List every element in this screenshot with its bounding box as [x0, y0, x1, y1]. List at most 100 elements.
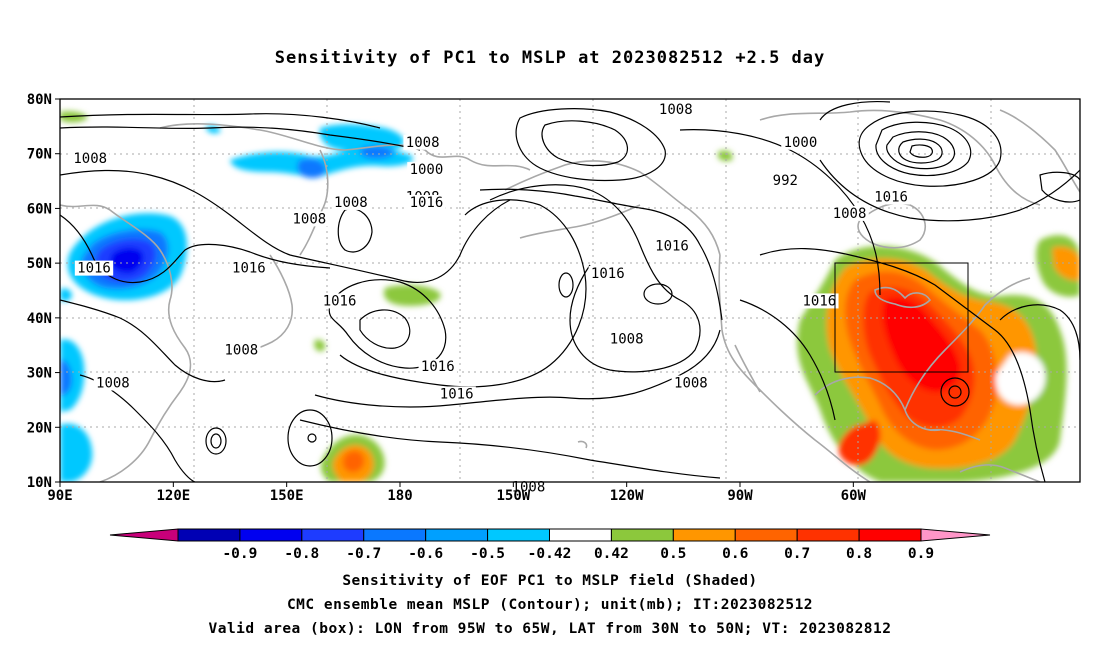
coast-baja: [734, 344, 761, 393]
contour-label: 1008: [659, 102, 693, 118]
lat-label: 20N: [27, 420, 52, 436]
contour-label-bg: [800, 293, 839, 309]
colorbar-label: -0.5: [470, 546, 505, 562]
coast-canada-arctic: [759, 109, 1041, 206]
contour-label: 1016: [591, 266, 625, 282]
contour-label-bg: [607, 331, 646, 347]
lat-label: 60N: [27, 201, 52, 217]
lon-label: 150W: [496, 488, 530, 504]
colorbar-bin: [301, 528, 365, 542]
contour-label: 1016: [874, 189, 908, 205]
contour-label-bg: [71, 151, 110, 167]
contour-label: 992: [773, 173, 798, 189]
coast-cuba: [929, 428, 981, 441]
coast-great-lakes: [874, 286, 932, 309]
valid-area-box: [834, 262, 969, 373]
contour-labels: 1008 1016 1008 1016 1008 1008 1008 1016 1008 1000…: [71, 101, 911, 495]
coast-east-asia: [60, 204, 192, 482]
contour-label: 1016: [802, 293, 836, 309]
contour-label-bg: [93, 375, 133, 391]
contour-label: 1008: [610, 332, 644, 348]
contour-label-bg: [671, 375, 711, 391]
colorbar-bin: [425, 528, 489, 542]
colorbar-bin: [363, 528, 427, 542]
coastlines: [60, 109, 1080, 482]
colorbar-label: -0.8: [284, 546, 319, 562]
negative-sensitivity-regions: [60, 124, 414, 482]
contour-label: 1016: [421, 359, 455, 375]
contour-label-bg: [656, 101, 695, 117]
contour-label-bg: [509, 479, 548, 495]
contour-label: 1016: [440, 386, 474, 402]
colorbar-bin: [239, 528, 303, 542]
coast-kamchatka: [299, 149, 329, 256]
coast-aleutians: [519, 204, 641, 239]
contour-label: 1008: [96, 376, 130, 392]
colorbar-label: -0.42: [528, 546, 572, 562]
colorbar-label: 0.9: [908, 546, 934, 562]
lat-label: 70N: [27, 147, 52, 163]
colorbar-label: 0.7: [784, 546, 810, 562]
caption-valid-area: Valid area (box): LON from 95W to 65W, L…: [208, 621, 892, 637]
contour-label: 1016: [655, 239, 689, 255]
lon-label: 120W: [610, 488, 644, 504]
contour-label-bg: [222, 342, 261, 358]
colorbar-bin: [796, 528, 860, 542]
colorbar-bin: [549, 528, 612, 542]
contour-label-bg: [871, 189, 911, 205]
contour-label: 1008: [292, 211, 326, 227]
contour-label-bg: [74, 260, 114, 276]
contour-label: 1016: [410, 195, 444, 211]
colorbar-label: -0.6: [408, 546, 443, 562]
colorbar: -0.9 -0.8 -0.7 -0.6 -0.5 -0.42 0.42 0.5 0.6 0.7 0.…: [109, 528, 991, 562]
contour-label-bg: [781, 134, 820, 150]
contour-label: 1016: [232, 261, 266, 277]
contour-label: 1000: [784, 135, 818, 151]
colorbar-over-arrow: [920, 528, 991, 542]
caption-contour: CMC ensemble mean MSLP (Contour); unit(m…: [286, 597, 814, 613]
colorbar-label: 0.6: [722, 546, 748, 562]
contour-label: 1008: [334, 195, 368, 211]
minor-positive-patches: [60, 111, 733, 482]
lon-label: 180: [387, 488, 412, 504]
coast-south-america: [959, 463, 1041, 482]
coast-greenland: [999, 109, 1080, 193]
lon-label: 120E: [156, 488, 190, 504]
colorbar-label: 0.8: [846, 546, 872, 562]
lat-label: 10N: [27, 475, 52, 491]
colorbar-label: -0.7: [346, 546, 381, 562]
lat-label: 30N: [27, 366, 52, 382]
lat-label: 40N: [27, 311, 52, 327]
lon-label: 90E: [47, 488, 72, 504]
contour-label: 1016: [323, 293, 357, 309]
colorbar-under-arrow: [109, 528, 179, 542]
colorbar-label: 0.5: [660, 546, 686, 562]
contour-label-bg: [403, 134, 442, 150]
contour-label-bg: [407, 162, 446, 178]
colorbar-bin: [610, 528, 674, 542]
mslp-contours: [60, 100, 1080, 482]
coast-north-america-east: [904, 277, 1031, 411]
lat-label: 80N: [27, 92, 52, 108]
contour-label-bg: [229, 260, 269, 276]
contour-label-bg: [652, 238, 692, 254]
colorbar-bin: [177, 528, 241, 542]
contour-label-bg: [418, 359, 457, 375]
contour-label: 1008: [512, 479, 546, 495]
contour-label-bg: [588, 266, 627, 282]
contour-label-bg: [437, 386, 476, 402]
contour-label-bg: [830, 205, 869, 221]
contour-label: 1008: [406, 135, 440, 151]
contour-label: 1008: [674, 376, 708, 392]
colorbar-bin: [858, 528, 922, 542]
colorbar-label: 0.42: [594, 546, 629, 562]
plot-frame: [59, 98, 1081, 483]
contour-label-bg: [320, 293, 359, 309]
contour-label: 1008: [224, 343, 258, 359]
coast-alaska: [504, 160, 721, 256]
lat-label: 50N: [27, 256, 52, 272]
contour-label: 1008: [73, 151, 107, 167]
coast-gulf-mexico: [814, 376, 941, 432]
caption-shading: Sensitivity of EOF PC1 to MSLP field (Sh…: [342, 573, 758, 589]
